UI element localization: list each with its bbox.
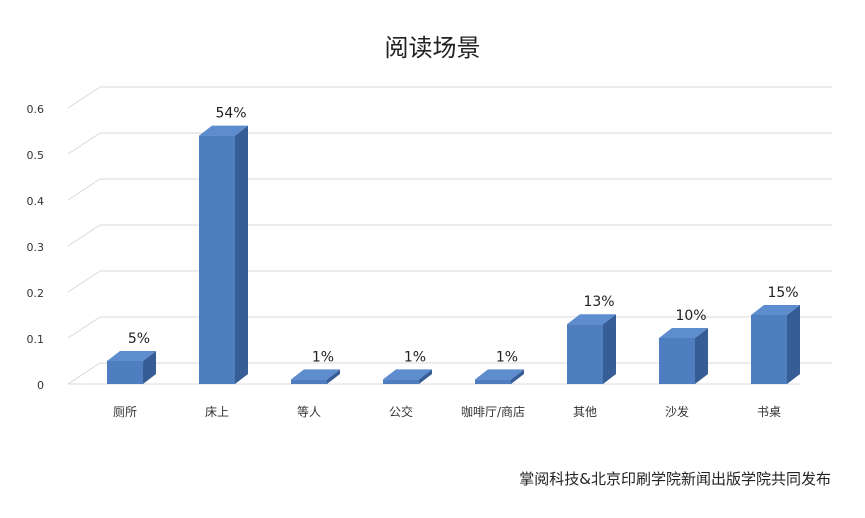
bar-side: [327, 369, 340, 384]
bar-top: [291, 369, 340, 380]
gridline-depth: [67, 86, 101, 109]
chart-title: 阅读场景: [384, 34, 481, 62]
data-label: 54%: [215, 106, 246, 122]
bar: [199, 135, 235, 384]
x-tick-label: 沙发: [665, 404, 689, 419]
bar-top: [659, 328, 708, 338]
bar-side: [787, 305, 800, 384]
bar-side: [143, 351, 156, 384]
data-label: 13%: [583, 294, 614, 310]
data-label: 1%: [312, 349, 334, 365]
gridline-depth: [67, 132, 101, 155]
bar: [291, 379, 327, 384]
x-tick-label: 厕所: [113, 405, 137, 419]
x-tick-label: 其他: [573, 405, 597, 419]
gridline-depth: [67, 362, 101, 385]
gridline-depth: [67, 270, 101, 293]
bar-top: [475, 369, 524, 380]
x-tick-label: 公交: [389, 404, 413, 419]
bar: [751, 315, 787, 384]
data-label: 1%: [496, 349, 518, 365]
data-label: 1%: [404, 349, 426, 365]
bar: [475, 379, 511, 384]
bar: [567, 324, 603, 384]
bar: [107, 361, 143, 384]
footer-credit: 掌阅科技&北京印刷学院新闻出版学院共同发布: [519, 470, 831, 488]
y-tick-label: 0: [37, 379, 44, 392]
bar-top: [107, 351, 156, 361]
bar-top: [383, 369, 432, 380]
x-tick-label: 床上: [205, 405, 229, 419]
y-tick-label: 0.3: [27, 241, 45, 254]
bar: [659, 338, 695, 384]
bar-side: [695, 328, 708, 384]
bar-side: [235, 125, 248, 384]
x-tick-label: 等人: [297, 405, 321, 419]
bar: [383, 379, 419, 384]
y-tick-label: 0.6: [27, 103, 45, 116]
data-label: 10%: [675, 308, 706, 324]
bar-side: [603, 314, 616, 384]
y-tick-label: 0.2: [27, 287, 45, 300]
bar-top: [751, 305, 800, 315]
bar-top: [567, 314, 616, 325]
data-label: 5%: [128, 331, 150, 347]
y-tick-label: 0.5: [27, 149, 45, 162]
gridline-depth: [67, 224, 101, 247]
bar-top: [199, 125, 248, 136]
x-tick-label: 书桌: [757, 405, 781, 419]
gridline-depth: [67, 178, 101, 201]
gridline-depth: [67, 316, 101, 339]
bar-side: [511, 369, 524, 384]
y-tick-label: 0.1: [27, 333, 45, 346]
x-tick-label: 咖啡厅/商店: [461, 404, 525, 419]
bar-side: [419, 369, 432, 384]
y-tick-label: 0.4: [27, 195, 45, 208]
data-label: 15%: [767, 285, 798, 301]
